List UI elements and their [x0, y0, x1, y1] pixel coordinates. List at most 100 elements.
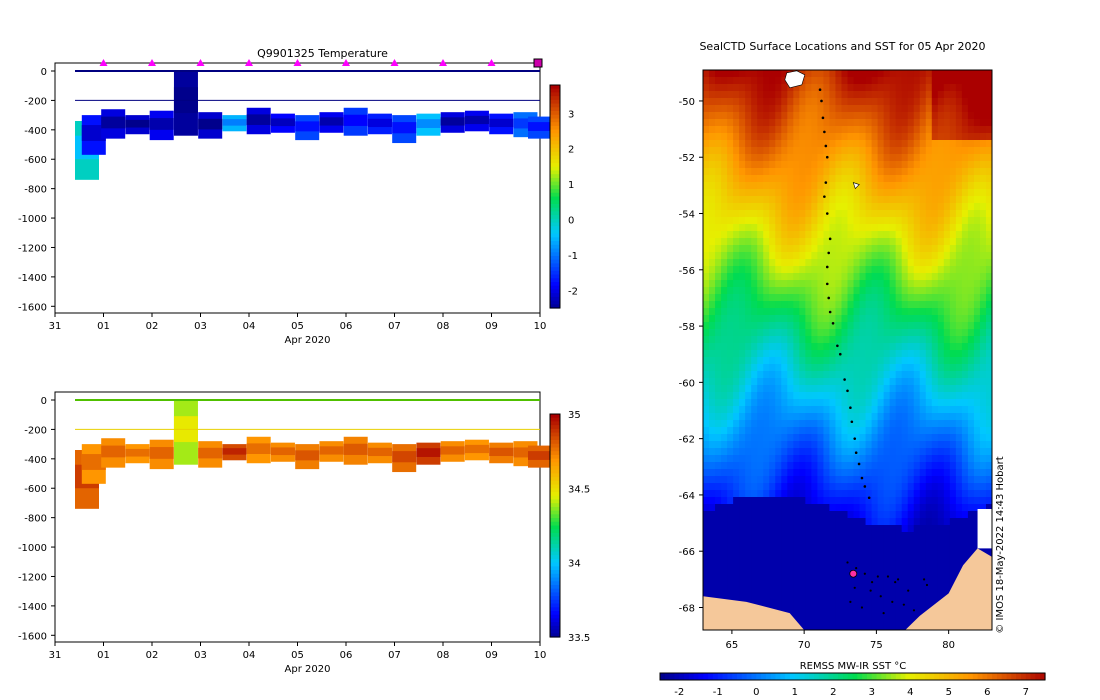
sst-cell	[877, 343, 885, 351]
sst-cell	[943, 224, 951, 232]
sst-cell	[895, 532, 903, 540]
sst-cell	[703, 476, 710, 484]
sst-cell	[853, 434, 861, 442]
sst-cell	[877, 259, 885, 267]
temp-colorbar-segment	[550, 244, 560, 250]
sst-cell	[985, 420, 993, 428]
sst-cell	[931, 525, 939, 533]
sst-cell	[769, 175, 776, 183]
sst-cell	[985, 189, 993, 197]
sst-cell	[877, 182, 885, 190]
sst-cell	[979, 238, 987, 246]
sst-cell	[817, 560, 824, 568]
sst-cell	[739, 399, 746, 407]
sst-cell	[841, 406, 848, 414]
sst-cell	[829, 357, 836, 365]
sst-cell	[913, 203, 921, 211]
sst-cell	[865, 126, 873, 134]
sst-cell	[715, 77, 722, 85]
sst-cell	[709, 434, 716, 442]
sst-cell	[739, 147, 746, 155]
sst-cell	[835, 434, 842, 442]
sst-cell	[847, 392, 855, 400]
sst-cell	[961, 308, 969, 316]
sst-cell	[757, 560, 764, 568]
sst-cell	[757, 532, 764, 540]
sst-cell	[763, 84, 770, 92]
sst-cell	[805, 602, 812, 610]
sst-cell	[961, 294, 969, 302]
sst-cell	[949, 406, 957, 414]
track-point	[836, 344, 839, 348]
sst-cell	[793, 441, 800, 449]
temp-colorbar-segment	[550, 281, 560, 287]
sal-colorbar-segment	[550, 417, 560, 423]
sst-cell	[823, 574, 830, 582]
sst-cell	[943, 427, 951, 435]
temp-colorbar-segment	[550, 88, 560, 94]
sst-cell	[781, 385, 788, 393]
map-y-tick-label: -54	[679, 210, 695, 221]
sst-cell	[775, 175, 782, 183]
sst-cell	[853, 455, 861, 463]
sst-cell	[871, 196, 879, 204]
sst-cell	[781, 147, 788, 155]
sst-cell	[967, 126, 975, 134]
sst-cell	[805, 385, 812, 393]
sst-cell	[847, 469, 855, 477]
sst-cell	[721, 539, 728, 547]
temp-colorbar-segment	[550, 85, 560, 90]
sst-cell	[811, 119, 818, 127]
sst-cell	[895, 224, 903, 232]
sst-cell	[835, 252, 842, 260]
sst-cell	[877, 168, 885, 176]
sst-cell	[859, 504, 867, 512]
sst-cell	[877, 84, 885, 92]
sst-cell	[841, 231, 848, 239]
sst-cell	[877, 476, 885, 484]
sst-cell	[961, 413, 969, 421]
sst-cell	[817, 266, 824, 274]
sst-cell	[937, 161, 945, 169]
sst-cell	[889, 147, 897, 155]
sst-cell	[853, 287, 861, 295]
map-y-tick-label: -52	[679, 153, 695, 164]
sst-cell	[967, 518, 975, 526]
sst-cell	[949, 119, 957, 127]
sst-cell	[715, 504, 722, 512]
sst-cell	[949, 420, 957, 428]
sst-cell	[955, 413, 963, 421]
sst-cell	[901, 539, 909, 547]
sst-cell	[799, 336, 806, 344]
sst-cell	[907, 371, 915, 379]
sst-cell	[877, 588, 885, 596]
sst-cell	[901, 602, 909, 610]
sst-cell	[925, 441, 933, 449]
sst-cell	[955, 560, 963, 568]
sst-cell	[913, 399, 921, 407]
sal-x-tick-label: 03	[194, 650, 207, 661]
sst-cell	[709, 581, 716, 589]
sst-cell	[973, 350, 981, 358]
sst-cell	[937, 511, 945, 519]
sst-cell	[967, 189, 975, 197]
sst-cell	[817, 91, 824, 99]
sst-cell	[961, 168, 969, 176]
map-colorbar-segment	[996, 673, 1003, 680]
sst-cell	[709, 455, 716, 463]
sst-cell	[985, 126, 993, 134]
sst-cell	[751, 287, 758, 295]
sst-cell	[829, 399, 836, 407]
sst-cell	[865, 616, 873, 624]
sst-cell	[721, 112, 728, 120]
sst-cell	[703, 350, 710, 358]
sal-colorbar-segment	[550, 514, 560, 519]
sst-cell	[925, 497, 933, 505]
sst-cell	[811, 168, 818, 176]
sst-cell	[919, 455, 927, 463]
sst-cell	[901, 203, 909, 211]
sst-cell	[961, 490, 969, 498]
sst-cell	[973, 266, 981, 274]
sst-cell	[745, 595, 752, 603]
sst-cell	[853, 504, 861, 512]
